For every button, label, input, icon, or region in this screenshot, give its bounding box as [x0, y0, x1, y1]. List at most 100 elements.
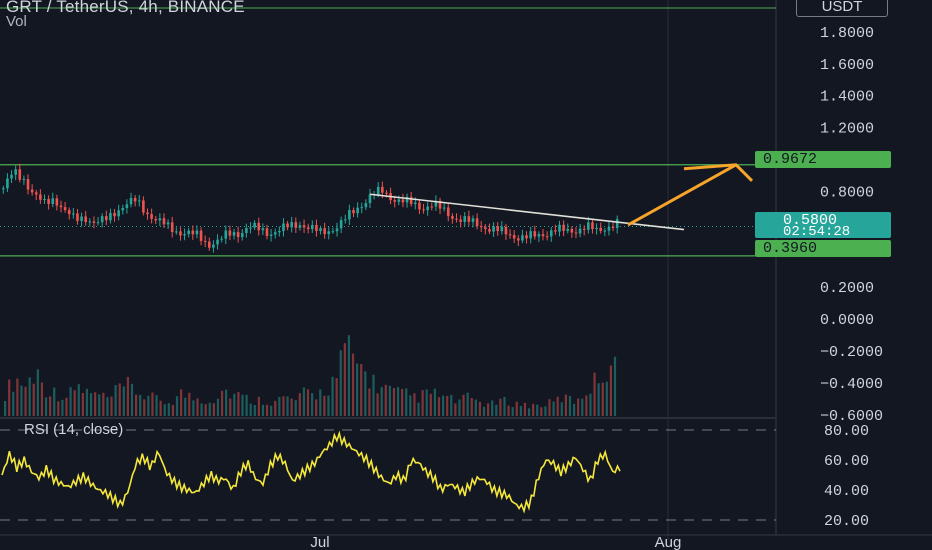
candle-body	[467, 216, 471, 222]
volume-bar	[601, 382, 604, 416]
volume-bar	[503, 396, 506, 416]
volume-bar	[568, 396, 572, 416]
volume-bar	[44, 397, 48, 416]
price-tick-label: −0.6000	[820, 408, 883, 425]
candle-body	[302, 225, 306, 228]
price-tick-label: 0.0000	[820, 312, 874, 329]
candle-body	[224, 230, 228, 239]
candle-body	[545, 236, 549, 238]
volume-bar	[458, 399, 461, 416]
volume-bar	[36, 369, 39, 416]
candle-body	[578, 228, 582, 234]
volume-bar	[589, 393, 592, 416]
volume-bar	[73, 390, 76, 416]
candle-body	[381, 186, 384, 193]
volume-bar	[249, 403, 252, 416]
volume-bar	[274, 400, 277, 416]
volume-bar	[261, 404, 265, 416]
volume-bar	[220, 390, 224, 416]
candle-body	[479, 226, 483, 228]
candle-body	[504, 226, 508, 235]
candle-body	[414, 202, 417, 205]
candle-body	[59, 205, 63, 208]
candle-body	[364, 203, 368, 208]
candle-body	[525, 235, 528, 239]
volume-bar	[482, 406, 486, 416]
volume-bar	[548, 399, 551, 416]
candle-body	[232, 232, 236, 236]
volume-bar	[507, 405, 510, 416]
volume-bar	[139, 394, 142, 416]
candle-body	[154, 218, 158, 221]
volume-bar	[339, 350, 342, 416]
price-tick-label: 0.8000	[820, 184, 874, 201]
volume-bar	[49, 396, 52, 416]
candle-body	[137, 200, 141, 202]
volume-bar	[85, 388, 89, 416]
candle-body	[203, 240, 207, 242]
candle-body	[339, 220, 343, 229]
candle-body	[434, 200, 438, 207]
candle-body	[236, 232, 240, 238]
candle-body	[319, 228, 322, 231]
volume-bar	[53, 387, 56, 416]
candle-body	[253, 222, 256, 228]
volume-bar	[364, 371, 367, 416]
volume-bar	[212, 403, 215, 416]
volume-bar	[474, 399, 477, 416]
candle-body	[298, 225, 302, 228]
volume-bar	[171, 404, 175, 416]
candle-body	[595, 227, 598, 230]
upper-level-tag: 0.9672	[755, 151, 891, 168]
rsi-tick-label: 20.00	[824, 513, 869, 530]
volume-bar	[597, 383, 600, 416]
candle-body	[442, 207, 446, 209]
candle-body	[162, 218, 166, 225]
candle-body	[249, 227, 252, 229]
volume-bar	[20, 385, 23, 416]
candle-body	[175, 231, 178, 233]
candle-body	[549, 230, 553, 237]
volume-bar	[114, 385, 117, 416]
volume-bar	[605, 381, 608, 416]
volume-bar	[257, 396, 260, 416]
volume-bar	[229, 398, 232, 416]
volume-bar	[356, 363, 359, 416]
volume-bar	[81, 393, 84, 416]
volume-bar	[368, 388, 371, 416]
volume-bar	[376, 393, 379, 416]
candle-body	[607, 226, 611, 231]
volume-bar	[478, 401, 482, 416]
candle-body	[105, 216, 108, 221]
candle-body	[170, 222, 174, 233]
candle-body	[92, 221, 96, 223]
volume-bar	[552, 401, 555, 416]
volume-bar	[151, 392, 154, 416]
candle-body	[368, 194, 372, 204]
candle-body	[615, 219, 619, 229]
candle-body	[14, 169, 17, 175]
candle-body	[422, 209, 425, 211]
price-tick-label: 1.8000	[820, 25, 874, 42]
candle-body	[51, 198, 55, 205]
volume-bar	[351, 353, 355, 416]
candle-body	[72, 213, 75, 215]
volume-bar	[77, 384, 80, 416]
bar-countdown: 02:54:28	[783, 224, 851, 240]
volume-bar	[311, 393, 314, 416]
projection-arrowhead	[683, 163, 754, 182]
candle-body	[158, 218, 162, 221]
candle-body	[446, 207, 450, 217]
volume-bar	[585, 395, 588, 416]
rsi-indicator-label[interactable]: RSI (14, close)	[24, 421, 124, 438]
volume-bar	[65, 397, 68, 416]
candle-body	[327, 231, 331, 235]
volume-bar	[613, 356, 617, 416]
volume-bar	[360, 364, 363, 416]
currency-button[interactable]: USDT	[796, 0, 888, 17]
volume-bar	[180, 389, 183, 416]
volume-bar	[470, 397, 473, 416]
volume-bar	[519, 405, 522, 416]
volume-bar	[409, 395, 412, 416]
